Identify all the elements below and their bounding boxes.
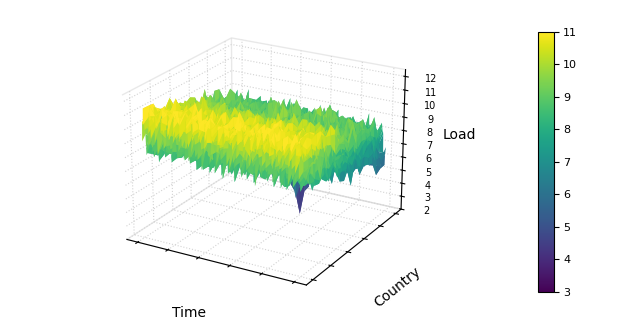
Y-axis label: Country: Country [371,264,423,310]
X-axis label: Time: Time [172,306,206,317]
